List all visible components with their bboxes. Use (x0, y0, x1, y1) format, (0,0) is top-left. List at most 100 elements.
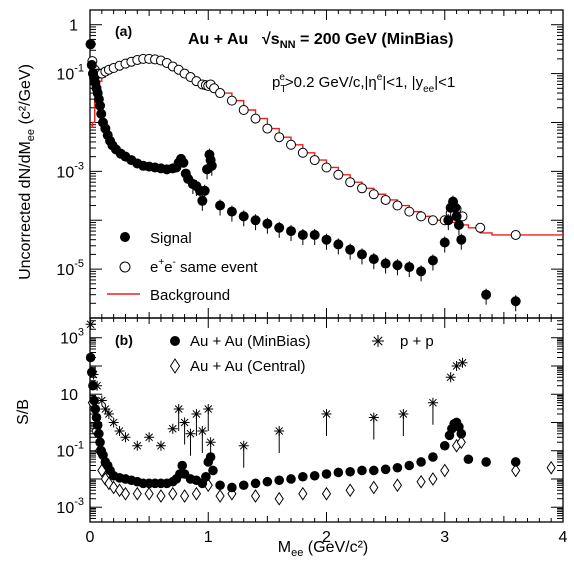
pp-point (101, 405, 110, 413)
pp-point (446, 373, 455, 382)
legend-same-event-marker (119, 261, 131, 273)
panel-a-ytick-label: 10-3 (56, 160, 84, 181)
panel-a-cuts: pTe>0.2 GeV/c,|ηe|<1, |yee|<1 (272, 72, 455, 95)
energy-prefix: √s (262, 31, 280, 48)
same-event-point (404, 206, 415, 217)
pp-point (239, 441, 248, 450)
x-tick-label: 3 (440, 529, 449, 546)
legend-signal-marker (120, 232, 130, 242)
pp-point (115, 427, 124, 435)
pp-point (109, 418, 118, 427)
signal-point (238, 211, 249, 222)
panel-b-ylabel: S/B (15, 399, 32, 425)
signal-point (321, 234, 332, 245)
svg-text:pTe>0.2 GeV/c,|ηe|<1, |yee|<1: pTe>0.2 GeV/c,|ηe|<1, |yee|<1 (272, 72, 455, 95)
legend-pp-label: p + p (400, 333, 434, 350)
panel-b-ytick-label: 10-1 (56, 440, 84, 461)
minbias-point (92, 420, 103, 431)
legend-central-label: Au + Au (Central) (190, 358, 305, 375)
signal-point (404, 262, 415, 273)
minbias-point (91, 412, 102, 423)
pp-point (168, 424, 177, 433)
central-point (440, 463, 450, 478)
panel-a-ylabel: Uncorrected dN/dMee (c²/GeV) (17, 64, 37, 280)
minbias-point (357, 465, 367, 476)
legend-background-label: Background (150, 287, 230, 304)
legend-pp-marker (372, 335, 384, 347)
signal-point (206, 160, 217, 171)
central-point (215, 489, 225, 503)
central-point (428, 472, 438, 486)
pp-point (174, 405, 183, 413)
central-point (321, 486, 332, 501)
panel-a-ytick-label: 10-1 (56, 63, 84, 84)
signal-point (333, 239, 344, 250)
minbias-point (215, 480, 225, 491)
central-point (132, 486, 142, 501)
central-point (416, 474, 426, 489)
signal-point (510, 296, 521, 307)
legend-same-event-label: e+e- same event (150, 257, 258, 276)
central-point (114, 483, 125, 498)
pp-point (97, 396, 106, 405)
central-point (168, 486, 178, 501)
x-axis-title: Mee (GeV/c²) (278, 539, 368, 559)
svg-text:Mee (GeV/c²): Mee (GeV/c²) (278, 539, 368, 559)
panel-b-label: (b) (115, 332, 133, 348)
pp-point (322, 410, 331, 418)
central-point (456, 435, 466, 450)
pp-point (180, 418, 189, 427)
minbias-point (86, 367, 97, 378)
legend-pp-star-stroke (373, 336, 383, 346)
legend-central-marker (169, 358, 181, 374)
signal-point (345, 244, 356, 255)
minbias-point (404, 460, 415, 471)
energy-sub: NN (280, 39, 296, 51)
central-point (156, 489, 166, 503)
minbias-point (380, 464, 391, 475)
pp-point (186, 429, 195, 438)
energy-value: = 200 GeV (MinBias) (296, 31, 454, 48)
central-point (298, 486, 308, 501)
same-event-point (215, 88, 226, 99)
signal-point (456, 234, 467, 245)
pp-point (133, 441, 142, 450)
pp-point (105, 410, 113, 418)
pp-point (145, 433, 154, 442)
same-event-point (333, 169, 344, 180)
signal-point (439, 237, 450, 248)
central-point (250, 489, 261, 503)
pp-point (198, 427, 207, 435)
signal-point (274, 222, 285, 233)
same-event-point (321, 162, 332, 173)
signal-point (450, 202, 461, 213)
signal-point (286, 226, 297, 237)
signal-point (86, 59, 97, 70)
panel-b-ytick-label: 10 (60, 387, 78, 404)
signal-point (416, 266, 427, 277)
same-event-point (392, 200, 403, 211)
same-event-point (475, 222, 486, 233)
central-point (109, 480, 119, 495)
minbias-point (392, 462, 403, 473)
same-event-point (368, 189, 379, 200)
signal-point (453, 219, 464, 230)
minbias-point (321, 469, 332, 479)
minbias-point (208, 465, 218, 476)
panel-b: 103 10 10-1 10-30 1 2 3 4 (56, 317, 568, 546)
pp-point (399, 410, 408, 418)
same-event-point (262, 123, 273, 134)
x-tick-label: 2 (322, 529, 331, 546)
signal-point (297, 229, 308, 240)
panel-a: 1 10-1 10-3 10-5 (56, 9, 564, 319)
minbias-point (177, 460, 188, 471)
signal-point (178, 157, 189, 168)
minbias-point (463, 454, 474, 465)
signal-point (96, 108, 107, 119)
central-point (369, 480, 379, 495)
minbias-point (416, 457, 426, 467)
same-event-point (286, 139, 297, 150)
minbias-point (94, 428, 104, 439)
minbias-point (298, 471, 308, 482)
